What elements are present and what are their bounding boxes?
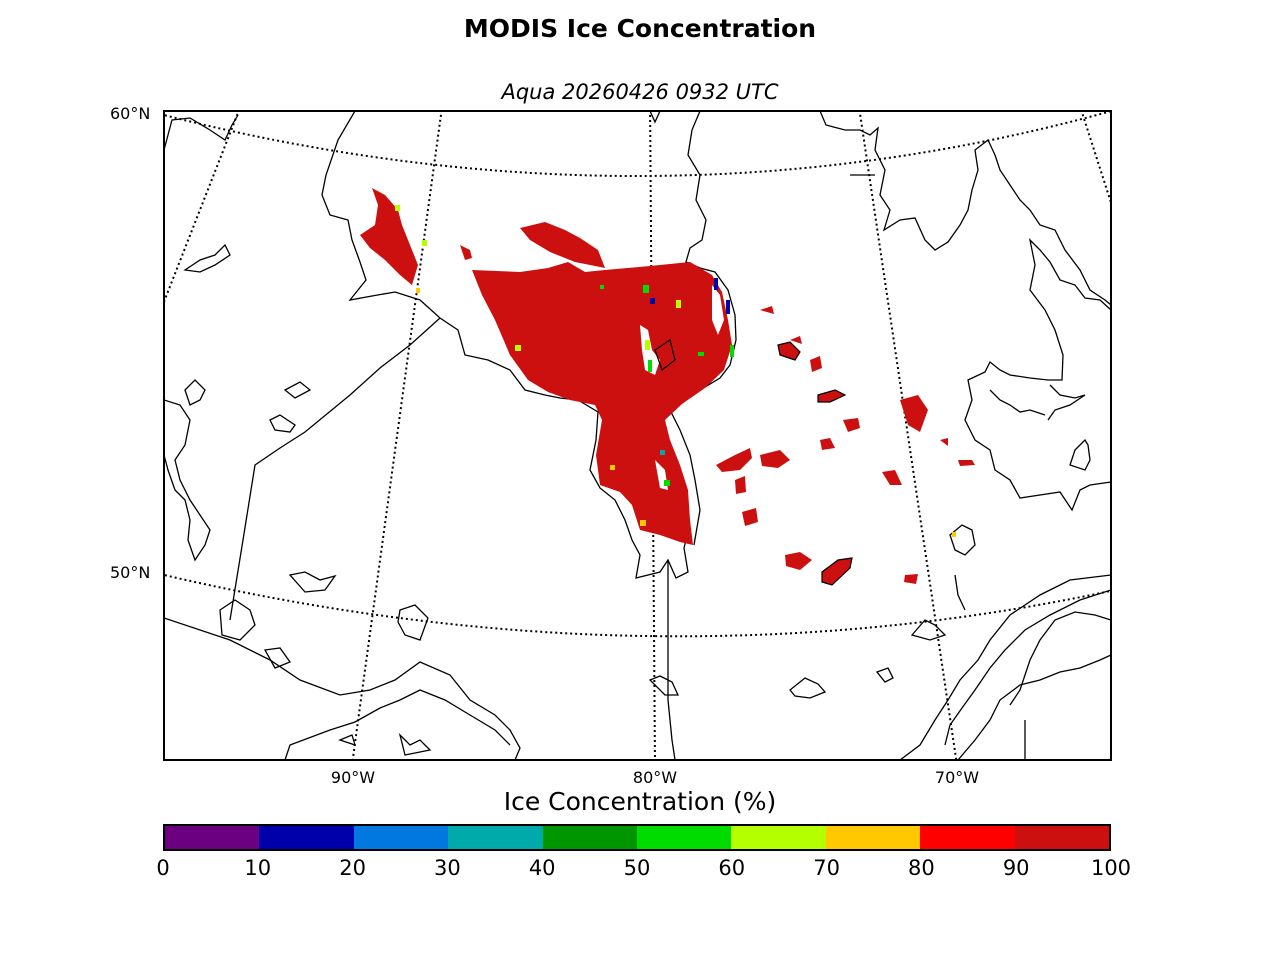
ice-speckles	[395, 205, 956, 537]
colorbar-tick-label: 70	[813, 856, 840, 880]
colorbar-tick-label: 10	[244, 856, 272, 880]
colorbar-title: Ice Concentration (%)	[503, 787, 777, 816]
colorbar-tick-label: 100	[1090, 856, 1132, 880]
colorbar	[163, 824, 1111, 851]
map-frame	[163, 110, 1112, 761]
colorbar-segment	[259, 826, 354, 849]
lon-label-90w: 90°W	[330, 768, 376, 787]
lat-label-50: 50°N	[110, 563, 151, 582]
coastlines	[164, 111, 1111, 760]
lat-label-60: 60°N	[110, 104, 151, 123]
colorbar-segment	[448, 826, 543, 849]
colorbar-segment	[542, 826, 638, 849]
colorbar-segment	[1014, 826, 1110, 849]
colorbar-tick-label: 90	[1002, 856, 1030, 880]
graticule	[164, 111, 1111, 760]
page-title: MODIS Ice Concentration	[463, 14, 817, 43]
colorbar-segment	[731, 826, 826, 849]
colorbar-segment	[920, 826, 1015, 849]
colorbar-tick-label: 20	[339, 856, 366, 880]
ice-floes	[716, 306, 975, 585]
colorbar-tick-label: 80	[908, 856, 935, 880]
lon-label-70w: 70°W	[934, 768, 980, 787]
colorbar-segment	[825, 826, 921, 849]
colorbar-tick-label: 0	[156, 856, 170, 880]
colorbar-tick-label: 50	[623, 856, 651, 880]
lon-label-80w: 80°W	[632, 768, 678, 787]
colorbar-segment	[165, 826, 260, 849]
page-subtitle: Aqua 20260426 0932 UTC	[501, 80, 779, 104]
colorbar-tick-label: 60	[718, 856, 746, 880]
ice-concentration-overlay	[360, 188, 975, 586]
colorbar-segment	[353, 826, 449, 849]
colorbar-segment	[637, 826, 732, 849]
colorbar-tick-label: 30	[434, 856, 461, 880]
colorbar-tick-label: 40	[528, 856, 556, 880]
